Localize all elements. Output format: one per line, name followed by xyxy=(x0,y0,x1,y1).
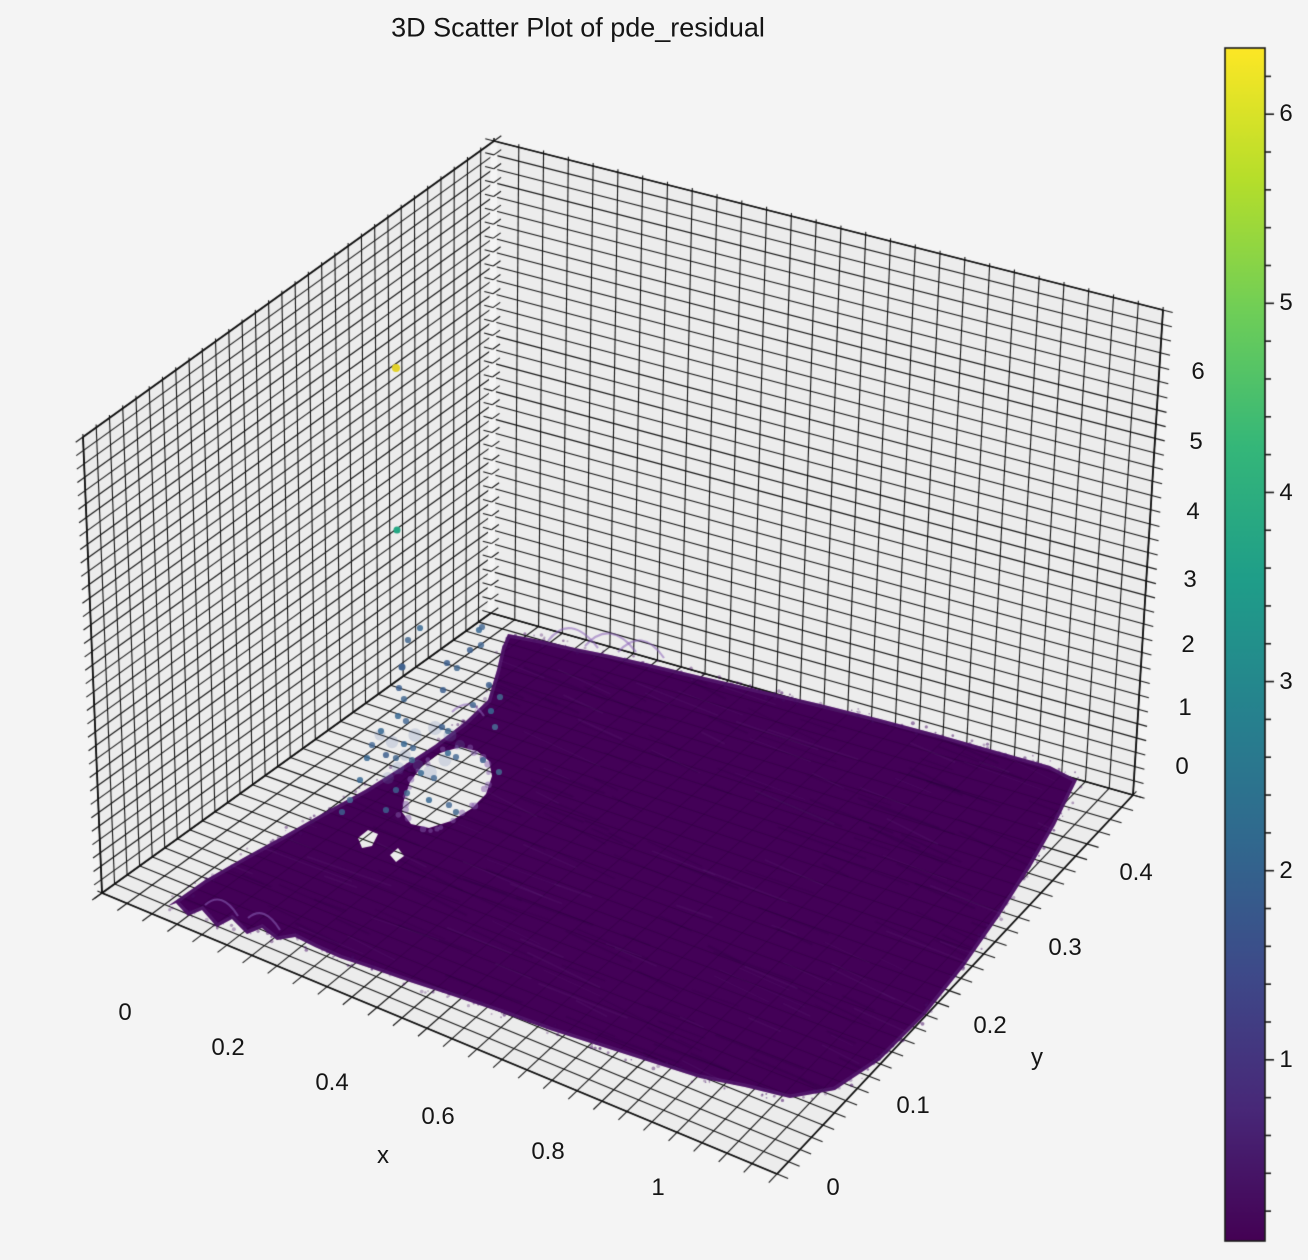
figure: 3D Scatter Plot of pde_residual x y 0 0.2… xyxy=(0,0,1308,1260)
3d-scatter-canvas xyxy=(0,0,1308,1260)
